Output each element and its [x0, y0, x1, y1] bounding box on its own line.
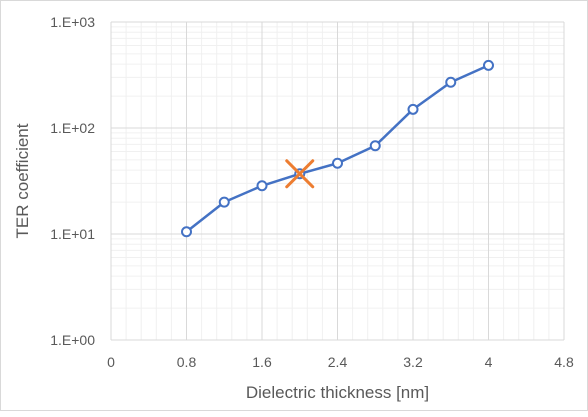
data-point: [332, 157, 343, 169]
x-tick-label: 0.8: [177, 354, 197, 370]
x-tick-label: 2.4: [328, 354, 348, 370]
data-point: [445, 76, 457, 88]
data-point: [181, 226, 192, 238]
x-axis-title: Dielectric thickness [nm]: [246, 383, 429, 402]
x-tick-label: 4.8: [554, 354, 574, 370]
data-point: [407, 103, 419, 115]
x-tick-label: 3.2: [403, 354, 423, 370]
x-tick-label: 1.6: [252, 354, 272, 370]
major-gridlines: [110, 21, 565, 341]
y-tick-label: 1.E+02: [50, 120, 95, 136]
x-tick-label: 4: [485, 354, 493, 370]
data-point: [483, 59, 494, 71]
y-axis-title: TER coefficient: [13, 123, 32, 238]
highlight-x-marker: [285, 159, 315, 189]
data-point: [256, 180, 268, 192]
data-point: [218, 196, 230, 208]
y-tick-labels: 1.E+00 1.E+01 1.E+02 1.E+03: [50, 14, 95, 348]
data-point: [369, 140, 381, 152]
y-tick-label: 1.E+01: [50, 226, 95, 242]
highlight-layer: [285, 159, 315, 189]
y-tick-label: 1.E+00: [50, 332, 95, 348]
x-tick-labels: 0 0.8 1.6 2.4 3.2 4 4.8: [107, 354, 574, 370]
x-tick-label: 0: [107, 354, 115, 370]
y-tick-label: 1.E+03: [50, 14, 95, 30]
